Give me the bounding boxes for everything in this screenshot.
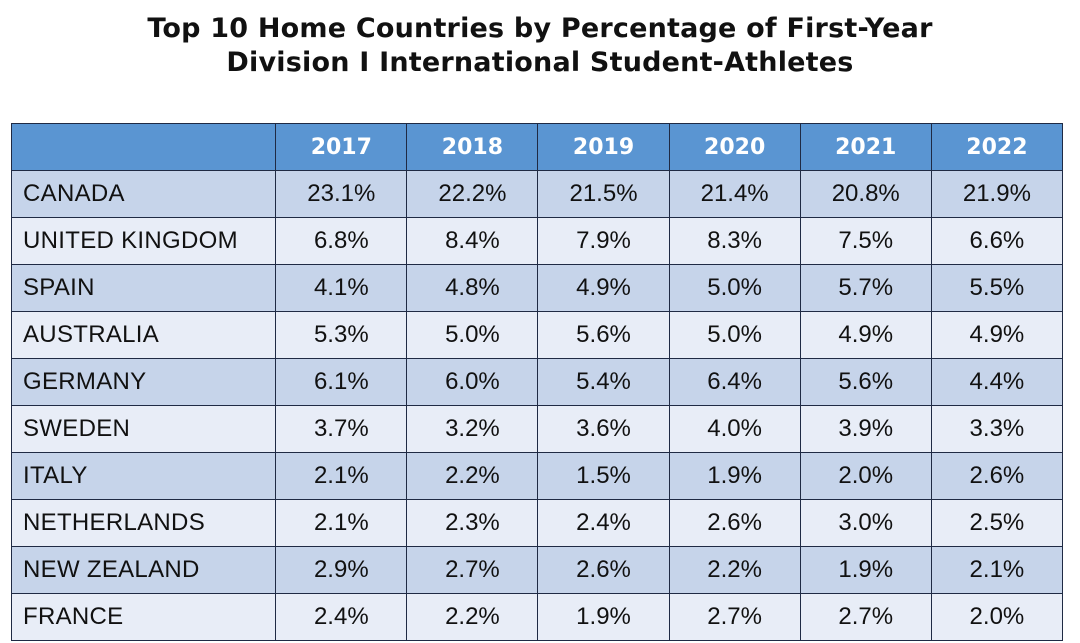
header-cell-year-2021: 2021 (799, 123, 932, 171)
value-cell: 6.6% (930, 217, 1064, 265)
country-cell: ITALY (10, 452, 277, 500)
table-row: GERMANY 6.1% 6.0% 5.4% 6.4% 5.6% 4.4% (10, 358, 1064, 406)
chart-title-line-1: Top 10 Home Countries by Percentage of F… (147, 13, 933, 44)
value-cell: 22.2% (406, 170, 539, 218)
value-cell: 2.1% (930, 546, 1064, 594)
value-cell: 2.2% (406, 452, 539, 500)
value-cell: 5.0% (406, 311, 539, 359)
value-cell: 2.0% (930, 593, 1064, 641)
value-cell: 6.8% (275, 217, 408, 265)
value-cell: 23.1% (275, 170, 408, 218)
country-cell: NEW ZEALAND (10, 546, 277, 594)
table-row: FRANCE 2.4% 2.2% 1.9% 2.7% 2.7% 2.0% (10, 593, 1064, 641)
table-row: SWEDEN 3.7% 3.2% 3.6% 4.0% 3.9% 3.3% (10, 405, 1064, 453)
value-cell: 2.4% (537, 499, 670, 547)
value-cell: 2.6% (668, 499, 801, 547)
country-cell: GERMANY (10, 358, 277, 406)
country-cell: NETHERLANDS (10, 499, 277, 547)
value-cell: 2.6% (930, 452, 1064, 500)
value-cell: 4.9% (799, 311, 932, 359)
value-cell: 2.0% (799, 452, 932, 500)
chart-title: Top 10 Home Countries by Percentage of F… (0, 12, 1080, 80)
value-cell: 4.1% (275, 264, 408, 312)
value-cell: 5.7% (799, 264, 932, 312)
table-row: CANADA 23.1% 22.2% 21.5% 21.4% 20.8% 21.9% (10, 170, 1064, 218)
value-cell: 8.3% (668, 217, 801, 265)
value-cell: 3.6% (537, 405, 670, 453)
header-cell-year-2018: 2018 (406, 123, 539, 171)
table-row: UNITED KINGDOM 6.8% 8.4% 7.9% 8.3% 7.5% 6.6% (10, 217, 1064, 265)
value-cell: 2.3% (406, 499, 539, 547)
value-cell: 7.5% (799, 217, 932, 265)
header-cell-year-2017: 2017 (275, 123, 408, 171)
table-body: CANADA 23.1% 22.2% 21.5% 21.4% 20.8% 21.9% UNIT… (10, 170, 1064, 641)
country-cell: CANADA (10, 170, 277, 218)
value-cell: 5.4% (537, 358, 670, 406)
country-cell: FRANCE (10, 593, 277, 641)
chart-title-line-2: Division I International Student-Athlete… (226, 47, 854, 78)
value-cell: 2.7% (668, 593, 801, 641)
value-cell: 2.5% (930, 499, 1064, 547)
table-row: NEW ZEALAND 2.9% 2.7% 2.6% 2.2% 1.9% 2.1% (10, 546, 1064, 594)
table-row: NETHERLANDS 2.1% 2.3% 2.4% 2.6% 3.0% 2.5% (10, 499, 1064, 547)
value-cell: 2.2% (668, 546, 801, 594)
country-cell: UNITED KINGDOM (10, 217, 277, 265)
value-cell: 2.6% (537, 546, 670, 594)
value-cell: 3.7% (275, 405, 408, 453)
value-cell: 2.1% (275, 499, 408, 547)
value-cell: 2.2% (406, 593, 539, 641)
value-cell: 5.6% (799, 358, 932, 406)
value-cell: 2.7% (406, 546, 539, 594)
table-row: AUSTRALIA 5.3% 5.0% 5.6% 5.0% 4.9% 4.9% (10, 311, 1064, 359)
value-cell: 6.1% (275, 358, 408, 406)
header-cell-year-2020: 2020 (668, 123, 801, 171)
country-cell: AUSTRALIA (10, 311, 277, 359)
value-cell: 6.4% (668, 358, 801, 406)
table-row: ITALY 2.1% 2.2% 1.5% 1.9% 2.0% 2.6% (10, 452, 1064, 500)
value-cell: 2.7% (799, 593, 932, 641)
value-cell: 21.4% (668, 170, 801, 218)
value-cell: 2.4% (275, 593, 408, 641)
value-cell: 21.9% (930, 170, 1064, 218)
value-cell: 3.0% (799, 499, 932, 547)
value-cell: 8.4% (406, 217, 539, 265)
value-cell: 5.0% (668, 311, 801, 359)
table-row: SPAIN 4.1% 4.8% 4.9% 5.0% 5.7% 5.5% (10, 264, 1064, 312)
value-cell: 1.9% (537, 593, 670, 641)
value-cell: 20.8% (799, 170, 932, 218)
value-cell: 1.9% (668, 452, 801, 500)
country-cell: SWEDEN (10, 405, 277, 453)
value-cell: 4.4% (930, 358, 1064, 406)
value-cell: 2.9% (275, 546, 408, 594)
value-cell: 3.9% (799, 405, 932, 453)
data-table: 2017 2018 2019 2020 2021 2022 CANADA 23.1% 22.2… (10, 123, 1064, 641)
header-row: 2017 2018 2019 2020 2021 2022 (10, 123, 1064, 171)
value-cell: 4.0% (668, 405, 801, 453)
value-cell: 3.3% (930, 405, 1064, 453)
value-cell: 5.6% (537, 311, 670, 359)
value-cell: 1.5% (537, 452, 670, 500)
value-cell: 5.0% (668, 264, 801, 312)
value-cell: 4.9% (930, 311, 1064, 359)
country-cell: SPAIN (10, 264, 277, 312)
value-cell: 2.1% (275, 452, 408, 500)
value-cell: 21.5% (537, 170, 670, 218)
value-cell: 3.2% (406, 405, 539, 453)
header-cell-country (10, 123, 277, 171)
value-cell: 6.0% (406, 358, 539, 406)
header-cell-year-2019: 2019 (537, 123, 670, 171)
value-cell: 5.5% (930, 264, 1064, 312)
data-table-container: 2017 2018 2019 2020 2021 2022 CANADA 23.1% 22.2… (10, 123, 1064, 641)
value-cell: 4.8% (406, 264, 539, 312)
header-cell-year-2022: 2022 (930, 123, 1064, 171)
value-cell: 7.9% (537, 217, 670, 265)
value-cell: 5.3% (275, 311, 408, 359)
value-cell: 4.9% (537, 264, 670, 312)
value-cell: 1.9% (799, 546, 932, 594)
